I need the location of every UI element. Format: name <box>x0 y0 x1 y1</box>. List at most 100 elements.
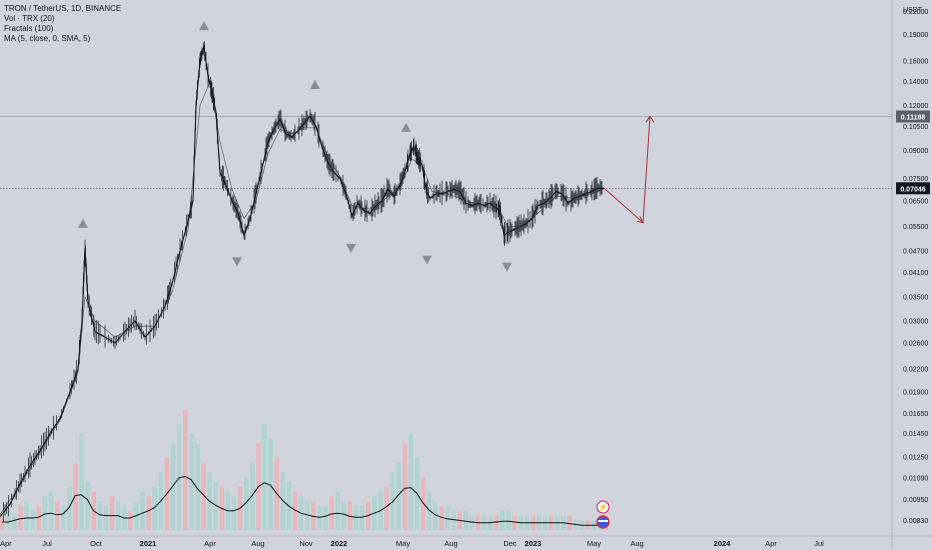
lightning-glyph: ⚡ <box>598 502 608 512</box>
volume-bar <box>109 496 115 530</box>
volume-bar <box>170 443 176 530</box>
x-tick-label: Apr <box>0 539 12 548</box>
fractal-down-marker <box>502 262 512 272</box>
volume-bar <box>54 501 60 530</box>
volume-bar <box>18 506 23 530</box>
volume-bar <box>268 438 273 530</box>
y-tick-label: 0.00830 <box>903 518 928 525</box>
fractal-down-marker <box>232 257 242 267</box>
y-tick-label: 0.04100 <box>903 270 928 277</box>
indicator-ma[interactable]: MA (5, close, 0, SMA, 5) <box>4 34 91 43</box>
indicator-fractals[interactable]: Fractals (100) <box>4 24 54 33</box>
volume-bar <box>67 486 72 530</box>
volume-bar <box>494 515 499 530</box>
x-tick-label: 2021 <box>140 539 157 548</box>
fractal-up-marker <box>78 218 88 228</box>
volume-bar <box>12 515 17 530</box>
projection-up-line[interactable] <box>642 116 651 223</box>
volume-bar <box>231 496 237 530</box>
volume-bar <box>353 506 359 530</box>
volume-bar <box>445 506 450 530</box>
x-tick-label: Apr <box>204 539 216 548</box>
volume-bar <box>140 491 145 530</box>
volume-bar <box>250 462 255 530</box>
x-tick-label: May <box>587 539 601 548</box>
x-tick-label: Aug <box>630 539 643 548</box>
volume-bar <box>567 515 572 530</box>
y-tick-label: 0.19000 <box>903 32 928 39</box>
target-price-tag: 0.11188 <box>901 114 926 121</box>
volume-bar <box>183 410 188 530</box>
volume-bar <box>36 506 42 530</box>
volume-bar <box>6 510 11 530</box>
x-tick-label: Aug <box>251 539 264 548</box>
fractal-down-marker <box>422 255 432 265</box>
volume-bar <box>329 496 334 530</box>
projection-down-arrowhead <box>636 216 644 224</box>
x-tick-label: Jul <box>42 539 52 548</box>
volume-bar <box>42 496 48 530</box>
projection-down-line[interactable] <box>603 187 644 223</box>
y-tick-label: 0.09000 <box>903 148 928 155</box>
volume-bar <box>189 434 194 530</box>
y-tick-label: 0.12000 <box>903 103 928 110</box>
legend: TRON / TetherUS, 1D, BINANCE Vol · TRX (… <box>4 4 121 44</box>
volume-bar <box>61 506 66 530</box>
volume-bar <box>24 501 29 530</box>
volume-bar <box>128 510 133 530</box>
y-tick-label: 0.14000 <box>903 79 928 86</box>
volume-bar <box>176 424 182 530</box>
x-tick-label: Dec <box>503 539 517 548</box>
volume-bar <box>317 506 322 530</box>
volume-bar <box>152 486 157 530</box>
y-tick-label: 0.06500 <box>903 198 928 205</box>
volume-bar <box>195 443 200 530</box>
y-tick-label: 0.02200 <box>903 367 928 374</box>
volume-bar <box>244 477 249 530</box>
volume-bar <box>305 501 310 530</box>
volume-bar <box>506 510 511 530</box>
volume-bar <box>500 510 505 530</box>
volume-bar <box>213 482 218 530</box>
volume-bar <box>262 424 267 530</box>
y-tick-label: 0.01900 <box>903 389 928 396</box>
y-tick-label: 0.01250 <box>903 454 928 461</box>
volume-bar <box>311 501 316 530</box>
volume-bar <box>408 434 414 530</box>
fractal-up-marker <box>310 80 320 90</box>
y-tick-label: 0.03500 <box>903 294 928 301</box>
fractal-up-marker <box>401 122 411 132</box>
volume-bar <box>469 515 475 530</box>
y-tick-label: 0.04700 <box>903 249 928 256</box>
volume-bar <box>0 515 5 530</box>
projection-up-arrowhead <box>645 115 655 123</box>
y-tick-label: 0.07500 <box>903 176 928 183</box>
fractal-up-marker <box>199 21 209 31</box>
volume-bar <box>201 462 206 530</box>
y-tick-label: 0.22000 <box>903 9 928 16</box>
chart-title[interactable]: TRON / TetherUS, 1D, BINANCE <box>4 4 122 13</box>
y-tick-label: 0.05500 <box>903 224 928 231</box>
volume-bar <box>73 462 78 530</box>
x-tick-label: Aug <box>444 539 457 548</box>
y-tick-label: 0.10500 <box>903 124 928 131</box>
volume-ma-line <box>2 475 606 526</box>
x-tick-label: 2023 <box>525 539 542 548</box>
volume-bar <box>347 501 353 530</box>
volume-bar <box>48 491 54 530</box>
current-price-tag: 0.07046 <box>900 186 925 193</box>
volume-bar <box>335 491 340 530</box>
volume-bar <box>573 520 578 530</box>
volume-bar <box>85 482 90 530</box>
moving-average-line <box>0 80 605 515</box>
indicator-volume[interactable]: Vol · TRX (20) <box>4 14 55 23</box>
event-lightning-icon[interactable] <box>596 500 610 514</box>
x-tick-label: Nov <box>299 539 313 548</box>
y-tick-label: 0.16000 <box>903 58 928 65</box>
volume-bar <box>451 510 456 530</box>
current-price-tag-bg <box>896 182 930 195</box>
volume-bar <box>463 510 469 530</box>
volume-bar <box>146 496 151 530</box>
